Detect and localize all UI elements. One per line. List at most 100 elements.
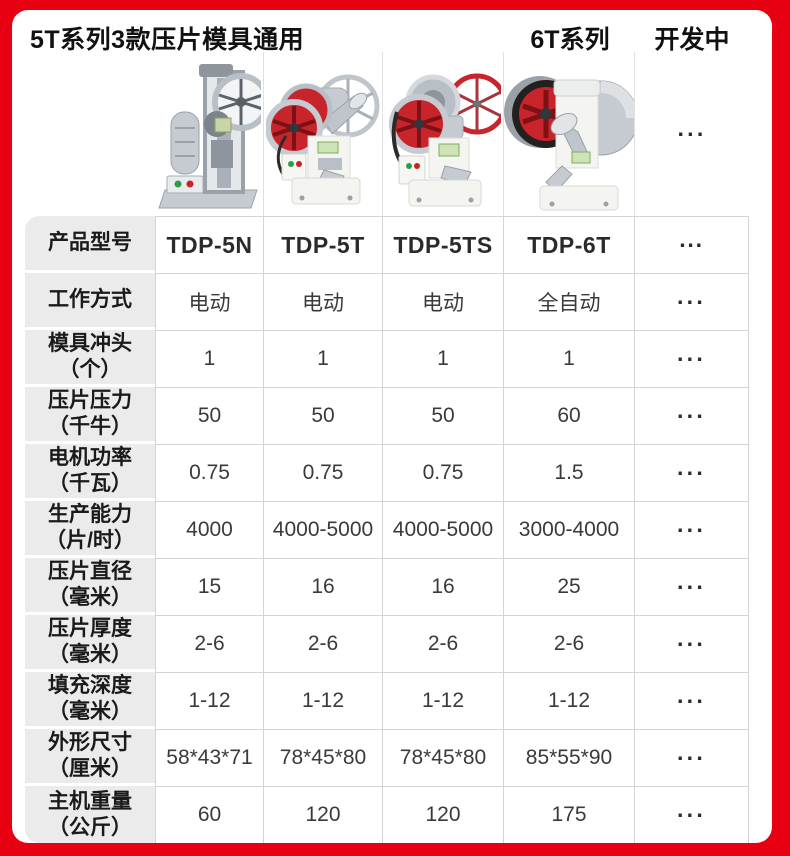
product-image-tdp-5ts (382, 52, 503, 216)
spec-value-tdp-5ts: 78*45*80 (382, 729, 503, 786)
row-label-cell: 主机重量 （公斤） (25, 786, 155, 843)
product-comparison-card: 5T系列3款压片模具通用 6T系列 开发中 (12, 10, 772, 843)
row-sublabel: （毫米） (48, 643, 132, 666)
row-label: 外形尺寸 (48, 731, 132, 754)
product-image-tdp-5t (263, 52, 382, 216)
row-sublabel: （千牛） (48, 415, 132, 438)
spec-value-ellipsis: ··· (634, 330, 749, 387)
spec-value-ellipsis: ··· (634, 729, 749, 786)
spec-value-tdp-6t: 1 (503, 330, 634, 387)
machine-tdp-5ts-illustration (389, 73, 501, 207)
image-row-ellipsis-cell: ··· (634, 52, 749, 216)
spec-value-tdp-5t: 4000-5000 (263, 501, 382, 558)
spec-value-tdp-6t: 25 (503, 558, 634, 615)
row-label-cell: 压片厚度 （毫米） (25, 615, 155, 672)
spec-row: 压片直径 （毫米） 15 16 16 25 ··· (25, 558, 749, 615)
spec-value-tdp-5n: 15 (155, 558, 263, 615)
machine-tdp-5t-illustration (266, 74, 380, 205)
spec-value-ellipsis: ··· (634, 273, 749, 330)
spec-value-tdp-5ts: 16 (382, 558, 503, 615)
row-sublabel: （厘米） (48, 757, 132, 780)
row-label-cell: 压片直径 （毫米） (25, 558, 155, 615)
spec-row: 主机重量 （公斤） 60 120 120 175 ··· (25, 786, 749, 843)
product-images-row: ··· (25, 52, 749, 216)
spec-row: 压片厚度 （毫米） 2-6 2-6 2-6 2-6 ··· (25, 615, 749, 672)
row-label: 产品型号 (48, 231, 132, 254)
spec-value-tdp-5t: 2-6 (263, 615, 382, 672)
title-6t-series: 6T系列 (530, 26, 610, 54)
spec-value-tdp-6t: 1-12 (503, 672, 634, 729)
spec-value-ellipsis: ··· (634, 501, 749, 558)
row-sublabel: （公斤） (48, 815, 132, 839)
spec-value-tdp-5n: 50 (155, 387, 263, 444)
spec-value-tdp-6t: 2-6 (503, 615, 634, 672)
row-label-cell: 工作方式 (25, 273, 155, 330)
spec-value-tdp-5t: 1-12 (263, 672, 382, 729)
spec-value-tdp-5ts: 1 (382, 330, 503, 387)
spec-value-tdp-5t: 120 (263, 786, 382, 843)
spec-value-tdp-6t: TDP-6T (503, 216, 634, 273)
spec-table: ··· 产品型号 TDP-5N TDP-5T TDP-5TS TDP-6T ··… (25, 52, 749, 843)
row-label: 模具冲头 (48, 332, 132, 355)
spec-value-tdp-5ts: 120 (382, 786, 503, 843)
spec-value-tdp-6t: 60 (503, 387, 634, 444)
row-label-cell: 产品型号 (25, 216, 155, 273)
row-sublabel: （千瓦） (48, 472, 132, 495)
spec-value-tdp-5n: 电动 (155, 273, 263, 330)
product-image-tdp-6t (503, 52, 634, 216)
row-label-cell: 压片压力 （千牛） (25, 387, 155, 444)
product-image-tdp-5n (155, 52, 263, 216)
machine-tdp-6t-illustration (504, 76, 634, 211)
row-label: 压片厚度 (48, 617, 132, 640)
spec-row: 产品型号 TDP-5N TDP-5T TDP-5TS TDP-6T ··· (25, 216, 749, 273)
spec-table-rows: 产品型号 TDP-5N TDP-5T TDP-5TS TDP-6T ··· 工作… (25, 216, 749, 843)
spec-value-tdp-6t: 1.5 (503, 444, 634, 501)
spec-row: 工作方式 电动 电动 电动 全自动 ··· (25, 273, 749, 330)
row-label-cell: 外形尺寸 （厘米） (25, 729, 155, 786)
spec-value-tdp-5n: 4000 (155, 501, 263, 558)
row-label-cell: 电机功率 （千瓦） (25, 444, 155, 501)
row-sublabel: （片/时） (45, 529, 135, 552)
spec-value-ellipsis: ··· (634, 786, 749, 843)
image-row-spacer (25, 52, 155, 216)
ellipsis-text: ··· (677, 120, 707, 147)
spec-value-ellipsis: ··· (634, 615, 749, 672)
row-label: 工作方式 (48, 288, 132, 311)
spec-value-tdp-5t: 1 (263, 330, 382, 387)
spec-value-tdp-5n: TDP-5N (155, 216, 263, 273)
spec-value-tdp-5n: 1 (155, 330, 263, 387)
spec-value-tdp-5t: 78*45*80 (263, 729, 382, 786)
row-label-cell: 模具冲头 （个） (25, 330, 155, 387)
spec-value-tdp-5t: 16 (263, 558, 382, 615)
spec-value-tdp-5t: 50 (263, 387, 382, 444)
spec-value-ellipsis: ··· (634, 558, 749, 615)
spec-value-ellipsis: ··· (634, 387, 749, 444)
spec-value-tdp-5n: 58*43*71 (155, 729, 263, 786)
spec-value-tdp-6t: 85*55*90 (503, 729, 634, 786)
spec-value-tdp-5ts: 1-12 (382, 672, 503, 729)
spec-row: 生产能力 （片/时） 4000 4000-5000 4000-5000 3000… (25, 501, 749, 558)
row-label: 主机重量 (48, 789, 132, 813)
row-sublabel: （毫米） (48, 700, 132, 723)
row-sublabel: （个） (58, 358, 122, 381)
spec-value-tdp-5t: TDP-5T (263, 216, 382, 273)
spec-value-tdp-5ts: 50 (382, 387, 503, 444)
spec-row: 填充深度 （毫米） 1-12 1-12 1-12 1-12 ··· (25, 672, 749, 729)
spec-row: 电机功率 （千瓦） 0.75 0.75 0.75 1.5 ··· (25, 444, 749, 501)
spec-value-tdp-5n: 0.75 (155, 444, 263, 501)
spec-value-tdp-6t: 3000-4000 (503, 501, 634, 558)
row-label: 填充深度 (48, 674, 132, 697)
spec-value-tdp-5n: 60 (155, 786, 263, 843)
spec-value-tdp-6t: 全自动 (503, 273, 634, 330)
spec-value-tdp-5ts: 2-6 (382, 615, 503, 672)
title-5t-series: 5T系列3款压片模具通用 (30, 26, 305, 54)
spec-value-tdp-6t: 175 (503, 786, 634, 843)
row-label: 压片压力 (48, 389, 132, 412)
row-label-cell: 生产能力 （片/时） (25, 501, 155, 558)
spec-value-ellipsis: ··· (634, 444, 749, 501)
spec-value-ellipsis: ··· (634, 672, 749, 729)
spec-value-tdp-5n: 1-12 (155, 672, 263, 729)
spec-row: 外形尺寸 （厘米） 58*43*71 78*45*80 78*45*80 85*… (25, 729, 749, 786)
machine-tdp-5n-illustration (158, 64, 261, 209)
